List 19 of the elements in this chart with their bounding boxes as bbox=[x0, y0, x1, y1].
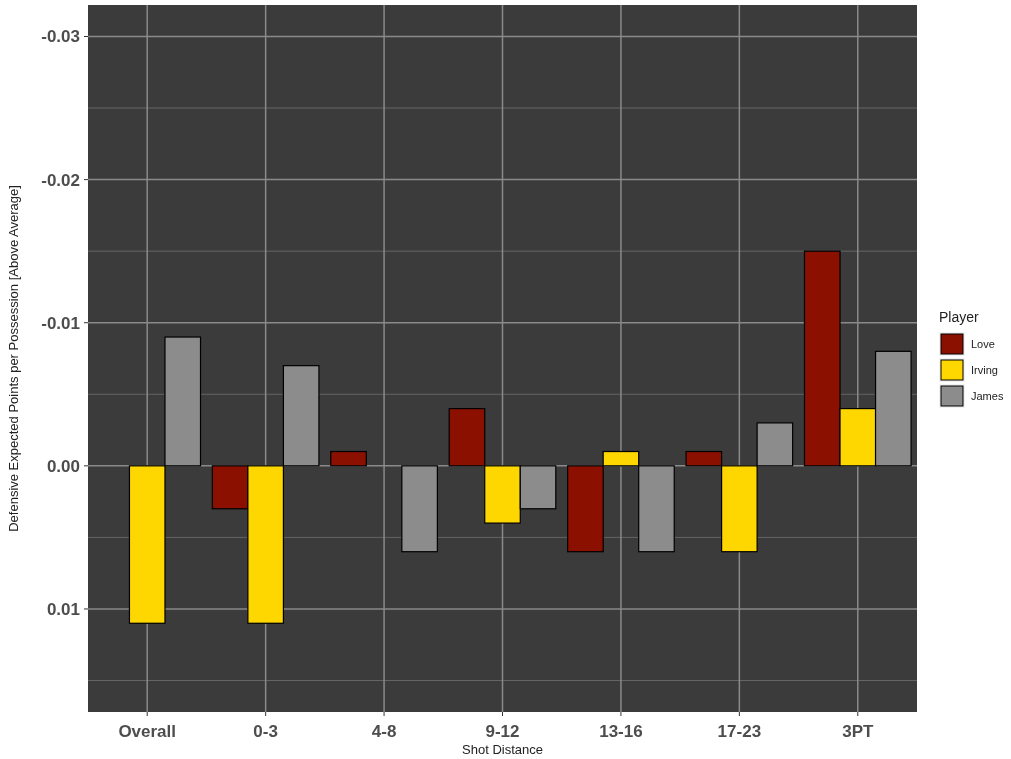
legend-title: Player bbox=[939, 309, 980, 325]
y-tick-label: -0.03 bbox=[41, 27, 80, 47]
x-axis-title: Shot Distance bbox=[462, 742, 543, 757]
y-tick-label: 0.00 bbox=[46, 456, 80, 476]
x-tick-label: Overall bbox=[118, 722, 177, 741]
x-tick-label: 0-3 bbox=[253, 722, 278, 741]
y-tick-label: -0.02 bbox=[41, 170, 80, 190]
x-tick-label: 17-23 bbox=[717, 722, 762, 741]
legend-label: Irving bbox=[971, 364, 998, 376]
y-tick-label: -0.01 bbox=[41, 313, 80, 333]
bar bbox=[330, 450, 367, 467]
y-axis-title: Defensive Expected Points per Possession [Above Average] bbox=[6, 185, 21, 532]
x-tick-label: 9-12 bbox=[485, 722, 520, 741]
x-tick-label: 4-8 bbox=[371, 722, 397, 741]
legend-label: James bbox=[971, 390, 1004, 402]
x-tick-label: 3PT bbox=[842, 722, 874, 741]
y-tick-label: 0.01 bbox=[46, 599, 80, 619]
legend-label: Love bbox=[971, 338, 995, 350]
x-tick-label: 13-16 bbox=[599, 722, 643, 741]
